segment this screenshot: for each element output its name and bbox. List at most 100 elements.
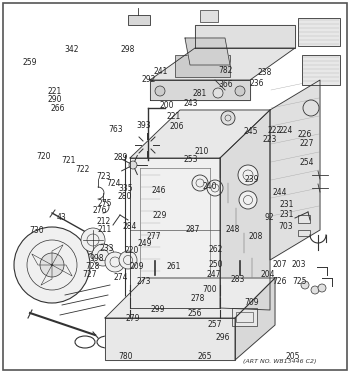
Text: 43: 43 — [56, 213, 66, 222]
Bar — [302, 55, 340, 85]
Bar — [232, 308, 257, 326]
Text: 241: 241 — [154, 67, 168, 76]
Text: 249: 249 — [137, 239, 152, 248]
Text: 256: 256 — [187, 309, 202, 318]
Polygon shape — [195, 25, 295, 48]
Text: 335: 335 — [119, 184, 133, 193]
Circle shape — [92, 244, 114, 266]
Text: 266: 266 — [50, 104, 65, 113]
Text: 280: 280 — [117, 192, 132, 201]
Bar — [298, 215, 310, 223]
Text: 273: 273 — [136, 277, 151, 286]
Text: 221: 221 — [47, 87, 61, 96]
Text: 709: 709 — [245, 298, 259, 307]
Circle shape — [105, 252, 125, 272]
Text: 281: 281 — [193, 90, 206, 98]
Text: 262: 262 — [208, 245, 223, 254]
Text: 224: 224 — [278, 126, 293, 135]
Text: 290: 290 — [47, 95, 62, 104]
Text: 277: 277 — [147, 232, 161, 241]
Text: 284: 284 — [122, 222, 137, 231]
Polygon shape — [105, 278, 275, 318]
Circle shape — [192, 175, 208, 191]
Bar — [200, 10, 218, 22]
Text: 231: 231 — [280, 200, 294, 209]
Text: 724: 724 — [106, 179, 121, 188]
Text: 725: 725 — [292, 277, 307, 286]
Text: 233: 233 — [99, 244, 114, 253]
Text: 257: 257 — [208, 320, 223, 329]
Text: 726: 726 — [273, 277, 287, 286]
Text: 998: 998 — [89, 254, 104, 263]
Text: 220: 220 — [124, 246, 139, 255]
Polygon shape — [150, 48, 295, 80]
Bar — [298, 230, 310, 236]
Text: 226: 226 — [297, 130, 312, 139]
Text: 204: 204 — [260, 270, 275, 279]
Circle shape — [14, 227, 90, 303]
Circle shape — [40, 253, 64, 277]
Text: 296: 296 — [215, 333, 230, 342]
Text: 206: 206 — [169, 122, 184, 131]
Text: 722: 722 — [75, 165, 90, 174]
Text: 720: 720 — [36, 152, 51, 161]
Text: 292: 292 — [141, 75, 156, 84]
Circle shape — [301, 281, 309, 289]
Text: 259: 259 — [22, 58, 37, 67]
Text: 245: 245 — [243, 127, 258, 136]
Circle shape — [235, 86, 245, 96]
Text: 275: 275 — [98, 199, 112, 208]
Text: 212: 212 — [96, 217, 110, 226]
Polygon shape — [130, 110, 270, 158]
Circle shape — [129, 161, 137, 169]
Text: 727: 727 — [82, 270, 97, 279]
Circle shape — [311, 286, 319, 294]
Text: 236: 236 — [250, 79, 265, 88]
Polygon shape — [52, 265, 72, 276]
Circle shape — [318, 284, 326, 292]
Text: 227: 227 — [299, 139, 314, 148]
Text: 250: 250 — [209, 260, 223, 269]
Bar — [236, 312, 253, 322]
Text: 246: 246 — [152, 186, 167, 195]
Text: 209: 209 — [129, 262, 144, 271]
Circle shape — [119, 251, 137, 269]
Text: 205: 205 — [285, 352, 300, 361]
Text: 203: 203 — [292, 260, 307, 269]
Text: 703: 703 — [278, 222, 293, 231]
Text: 299: 299 — [150, 305, 165, 314]
Text: 730: 730 — [29, 226, 44, 235]
Text: 276: 276 — [92, 206, 107, 215]
Circle shape — [207, 180, 223, 196]
Circle shape — [303, 100, 319, 116]
Text: 366: 366 — [218, 80, 233, 89]
Text: 210: 210 — [194, 147, 209, 156]
Circle shape — [221, 111, 235, 125]
Circle shape — [155, 86, 165, 96]
Text: 279: 279 — [126, 314, 140, 323]
Text: 261: 261 — [166, 262, 181, 271]
Polygon shape — [130, 158, 220, 308]
Polygon shape — [270, 80, 320, 260]
Text: 248: 248 — [225, 225, 240, 234]
Text: 243: 243 — [183, 99, 198, 108]
Text: 763: 763 — [108, 125, 123, 134]
Text: 223: 223 — [262, 135, 277, 144]
Text: 721: 721 — [61, 156, 76, 165]
Text: 782: 782 — [218, 66, 233, 75]
Polygon shape — [185, 38, 230, 65]
Text: 247: 247 — [206, 270, 221, 279]
Polygon shape — [150, 80, 250, 100]
Text: 253: 253 — [183, 155, 198, 164]
Circle shape — [213, 88, 223, 98]
Text: (ART NO. WB13446 C2): (ART NO. WB13446 C2) — [243, 360, 317, 364]
Text: 231: 231 — [280, 210, 294, 219]
Text: 239: 239 — [245, 175, 259, 184]
Text: 244: 244 — [273, 188, 287, 197]
Text: 229: 229 — [152, 211, 167, 220]
Text: 200: 200 — [159, 101, 174, 110]
Text: 289: 289 — [113, 153, 128, 162]
Polygon shape — [235, 278, 275, 360]
Polygon shape — [32, 254, 52, 265]
Bar — [298, 18, 340, 46]
